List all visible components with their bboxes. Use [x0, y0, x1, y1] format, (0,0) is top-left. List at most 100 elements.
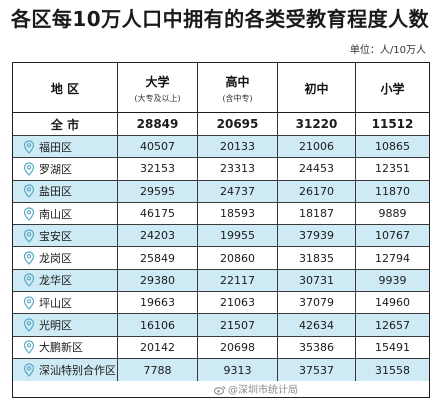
cell-highschool: 21507: [198, 314, 278, 336]
location-pin-icon: [23, 273, 35, 288]
watermark-text: @深圳市统计局: [228, 385, 298, 396]
education-table: 地 区 大学 (大专及以上) 高中 (含中专) 初中 小学 全 市 28849 …: [12, 62, 430, 398]
cell-university: 46175: [118, 202, 198, 225]
district-name: 龙岗区: [39, 252, 72, 266]
district-name-cell: 盐田区: [13, 180, 118, 202]
cell-juniorhigh: 37537: [278, 358, 356, 382]
district-name-cell: 深汕特别合作区: [13, 358, 118, 382]
cell-university: 40507: [118, 136, 198, 158]
header-region: 地 区: [13, 63, 118, 113]
header-region-label: 地 区: [50, 81, 80, 96]
page-title: 各区每10万人口中拥有的各类受教育程度人数: [10, 7, 430, 31]
table-row: 光明区 16106 21507 42634 12657: [13, 314, 429, 337]
cell-highschool: 21063: [198, 292, 278, 314]
table-row: 福田区 40507 20133 21006 10865: [13, 136, 429, 159]
cell-university: 25849: [118, 247, 198, 269]
table-row: 龙岗区 25849 20860 31835 12794: [13, 247, 429, 270]
header-university: 大学 (大专及以上): [118, 63, 198, 113]
location-pin-icon: [23, 229, 35, 243]
district-name-cell: 龙华区: [13, 269, 118, 292]
location-pin-icon: [23, 184, 35, 199]
cell-university: 32153: [118, 158, 198, 180]
cell-highschool: 20133: [198, 136, 278, 158]
table-row: 罗湖区 32153 23313 24453 12351: [13, 158, 429, 181]
cell-juniorhigh: 35386: [278, 336, 356, 358]
total-highschool: 20695: [198, 113, 278, 135]
cell-juniorhigh: 42634: [278, 314, 356, 336]
total-juniorhigh: 31220: [278, 113, 356, 135]
cell-juniorhigh: 26170: [278, 180, 356, 202]
watermark: @深圳市统计局: [214, 384, 298, 398]
cell-primary: 9889: [378, 207, 407, 221]
cell-juniorhigh: 18187: [278, 202, 356, 225]
cell-university: 29380: [118, 269, 198, 292]
cell-juniorhigh: 31835: [278, 247, 356, 269]
cell-juniorhigh: 30731: [278, 269, 356, 292]
cell-highschool: 20860: [198, 247, 278, 269]
table-row: 宝安区 24203 19955 37939 10767: [13, 225, 429, 248]
cell-primary: 9939: [378, 273, 407, 287]
cell-juniorhigh: 37939: [278, 225, 356, 247]
district-name-cell: 光明区: [13, 314, 118, 336]
total-name: 全 市: [13, 113, 118, 135]
cell-primary: 12351: [375, 162, 410, 176]
district-name: 深汕特别合作区: [39, 364, 116, 378]
header-juniorhigh-label: 初中: [304, 81, 329, 96]
district-name: 龙华区: [39, 274, 72, 288]
cell-university: 20142: [118, 336, 198, 358]
cell-primary: 10767: [375, 229, 410, 243]
cell-highschool: 18593: [198, 202, 278, 225]
district-name: 坪山区: [39, 296, 72, 310]
cell-primary: 31558: [375, 363, 410, 377]
location-pin-icon: [23, 318, 35, 332]
table-row: 龙华区 29380 22117 30731 9939: [13, 269, 429, 293]
district-name-cell: 福田区: [13, 136, 118, 158]
district-name: 大鹏新区: [39, 341, 83, 355]
cell-highschool: 22117: [198, 269, 278, 292]
cell-juniorhigh: 21006: [278, 136, 356, 158]
district-name: 宝安区: [39, 229, 72, 243]
location-pin-icon: [23, 251, 35, 265]
header-primary: 小学: [356, 63, 429, 113]
cell-highschool: 9313: [198, 358, 278, 382]
cell-highschool: 20698: [198, 336, 278, 358]
header-university-sub: (大专及以上): [134, 93, 181, 103]
cell-juniorhigh: 37079: [278, 292, 356, 314]
weibo-icon: [214, 386, 226, 395]
table-row: 盐田区 29595 24737 26170 11870: [13, 180, 429, 203]
district-name-cell: 龙岗区: [13, 247, 118, 269]
cell-highschool: 24737: [198, 180, 278, 202]
cell-juniorhigh: 24453: [278, 158, 356, 180]
cell-primary: 14960: [375, 296, 410, 310]
total-university: 28849: [118, 113, 198, 135]
unit-label: 单位：人/10万人: [349, 45, 426, 56]
district-name-cell: 坪山区: [13, 292, 118, 314]
cell-highschool: 19955: [198, 225, 278, 247]
district-name-cell: 大鹏新区: [13, 336, 118, 358]
table-row: 深汕特别合作区 7788 9313 37537 31558: [13, 358, 429, 382]
table-row: 坪山区 19663 21063 37079 14960: [13, 292, 429, 315]
header-juniorhigh: 初中: [278, 63, 356, 113]
cell-primary: 10865: [375, 140, 410, 154]
table-header: 地 区 大学 (大专及以上) 高中 (含中专) 初中 小学: [13, 63, 429, 113]
district-name: 福田区: [39, 140, 72, 154]
cell-university: 7788: [118, 358, 198, 382]
cell-university: 16106: [118, 314, 198, 336]
total-primary: 11512: [371, 117, 414, 131]
district-name: 南山区: [39, 207, 72, 221]
cell-primary: 12794: [375, 251, 410, 265]
district-rows: 福田区 40507 20133 21006 10865 罗湖区 32153 23313 2445…: [13, 136, 429, 382]
table-row-total: 全 市 28849 20695 31220 11512: [13, 113, 429, 136]
cell-primary: 11870: [375, 184, 410, 198]
header-university-label: 大学: [145, 74, 170, 89]
cell-university: 19663: [118, 292, 198, 314]
table-row: 南山区 46175 18593 18187 9889: [13, 202, 429, 226]
location-pin-icon: [23, 140, 35, 154]
table-row: 大鹏新区 20142 20698 35386 15491: [13, 336, 429, 359]
district-name-cell: 南山区: [13, 202, 118, 225]
district-name-cell: 宝安区: [13, 225, 118, 247]
location-pin-icon: [23, 162, 35, 176]
district-name-cell: 罗湖区: [13, 158, 118, 180]
cell-university: 29595: [118, 180, 198, 202]
district-name: 光明区: [39, 319, 72, 333]
